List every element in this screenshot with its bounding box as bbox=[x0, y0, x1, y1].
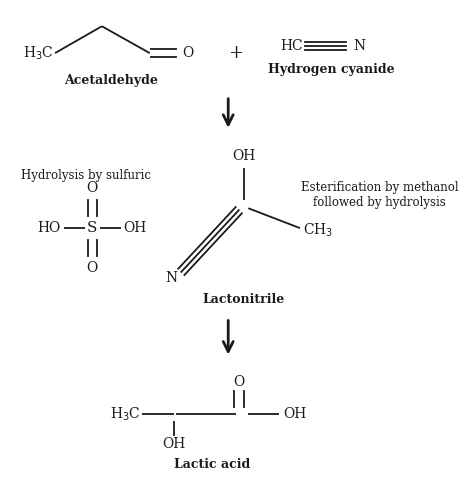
Text: HO: HO bbox=[37, 221, 61, 235]
Text: N: N bbox=[166, 271, 178, 285]
Text: Acetaldehyde: Acetaldehyde bbox=[64, 75, 158, 87]
Text: S: S bbox=[87, 221, 98, 235]
Text: OH: OH bbox=[284, 407, 307, 421]
Text: +: + bbox=[228, 44, 243, 62]
Text: H$_3$C: H$_3$C bbox=[109, 406, 140, 423]
Text: OH: OH bbox=[162, 437, 185, 451]
Text: Lactonitrile: Lactonitrile bbox=[202, 293, 285, 306]
Text: OH: OH bbox=[232, 149, 255, 163]
Text: O: O bbox=[87, 181, 98, 195]
Text: CH$_3$: CH$_3$ bbox=[303, 221, 333, 239]
Text: Hydrogen cyanide: Hydrogen cyanide bbox=[268, 63, 395, 76]
Text: N: N bbox=[354, 39, 366, 53]
Text: Lactic acid: Lactic acid bbox=[174, 458, 250, 471]
Text: H$_3$C: H$_3$C bbox=[23, 44, 54, 62]
Text: O: O bbox=[233, 375, 245, 389]
Text: Esterification by methanol
followed by hydrolysis: Esterification by methanol followed by h… bbox=[301, 181, 458, 209]
Text: HC: HC bbox=[280, 39, 303, 53]
Text: O: O bbox=[87, 261, 98, 275]
Text: O: O bbox=[182, 46, 194, 60]
Text: OH: OH bbox=[124, 221, 147, 235]
Text: Hydrolysis by sulfuric: Hydrolysis by sulfuric bbox=[20, 169, 151, 182]
